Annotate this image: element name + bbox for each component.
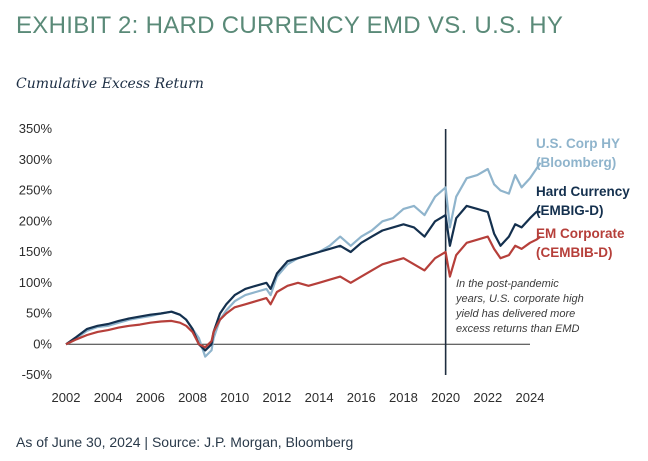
page-title: EXHIBIT 2: HARD CURRENCY EMD VS. U.S. HY [16,12,564,39]
y-tick-label: 0% [33,336,52,351]
x-tick-label: 2006 [136,390,165,405]
x-tick-label: 2010 [220,390,249,405]
x-tick-label: 2018 [389,390,418,405]
x-tick-label: 2022 [473,390,502,405]
x-tick-label: 2004 [94,390,123,405]
x-tick-label: 2002 [52,390,81,405]
x-tick-label: 2020 [431,390,460,405]
chart-subtitle: Cumulative Excess Return [16,76,204,92]
line-chart: 350% 300% 250% 200% 150% 100% 50% 0% -50% 2002 200… [19,121,631,405]
y-tick-label: 150% [19,244,53,259]
y-tick-label: 300% [19,152,53,167]
x-tick-label: 2014 [305,390,334,405]
legend-hard-currency: (EMBIG-D) [536,203,604,218]
annotation-text: yield has delivered more [455,308,575,320]
y-tick-label: 100% [19,275,53,290]
hard-currency-line [65,204,541,352]
annotation-text: years, U.S. corporate high [455,293,584,305]
x-tick-label: 2012 [262,390,291,405]
y-tick-label: 50% [26,306,52,321]
legend-hard-currency: Hard Currency [536,184,630,199]
legend-em-corporate: EM Corporate [536,226,625,241]
legend-us-corp-hy: U.S. Corp HY [536,136,620,151]
legend-em-corporate: (CEMBIB-D) [536,245,613,260]
y-tick-label: 350% [19,121,53,136]
y-tick-label: 250% [19,183,53,198]
annotation-text: excess returns than EMD [456,323,580,335]
y-tick-label: 200% [19,213,53,228]
y-tick-label: -50% [22,367,53,382]
annotation-text: In the post-pandemic [456,278,559,290]
legend-us-corp-hy: (Bloomberg) [536,155,616,170]
x-tick-label: 2016 [347,390,376,405]
x-tick-label: 2024 [516,390,545,405]
x-tick-label: 2008 [178,390,207,405]
em-corporate-line [65,235,542,349]
source-footer: As of June 30, 2024 | Source: J.P. Morga… [16,434,354,450]
